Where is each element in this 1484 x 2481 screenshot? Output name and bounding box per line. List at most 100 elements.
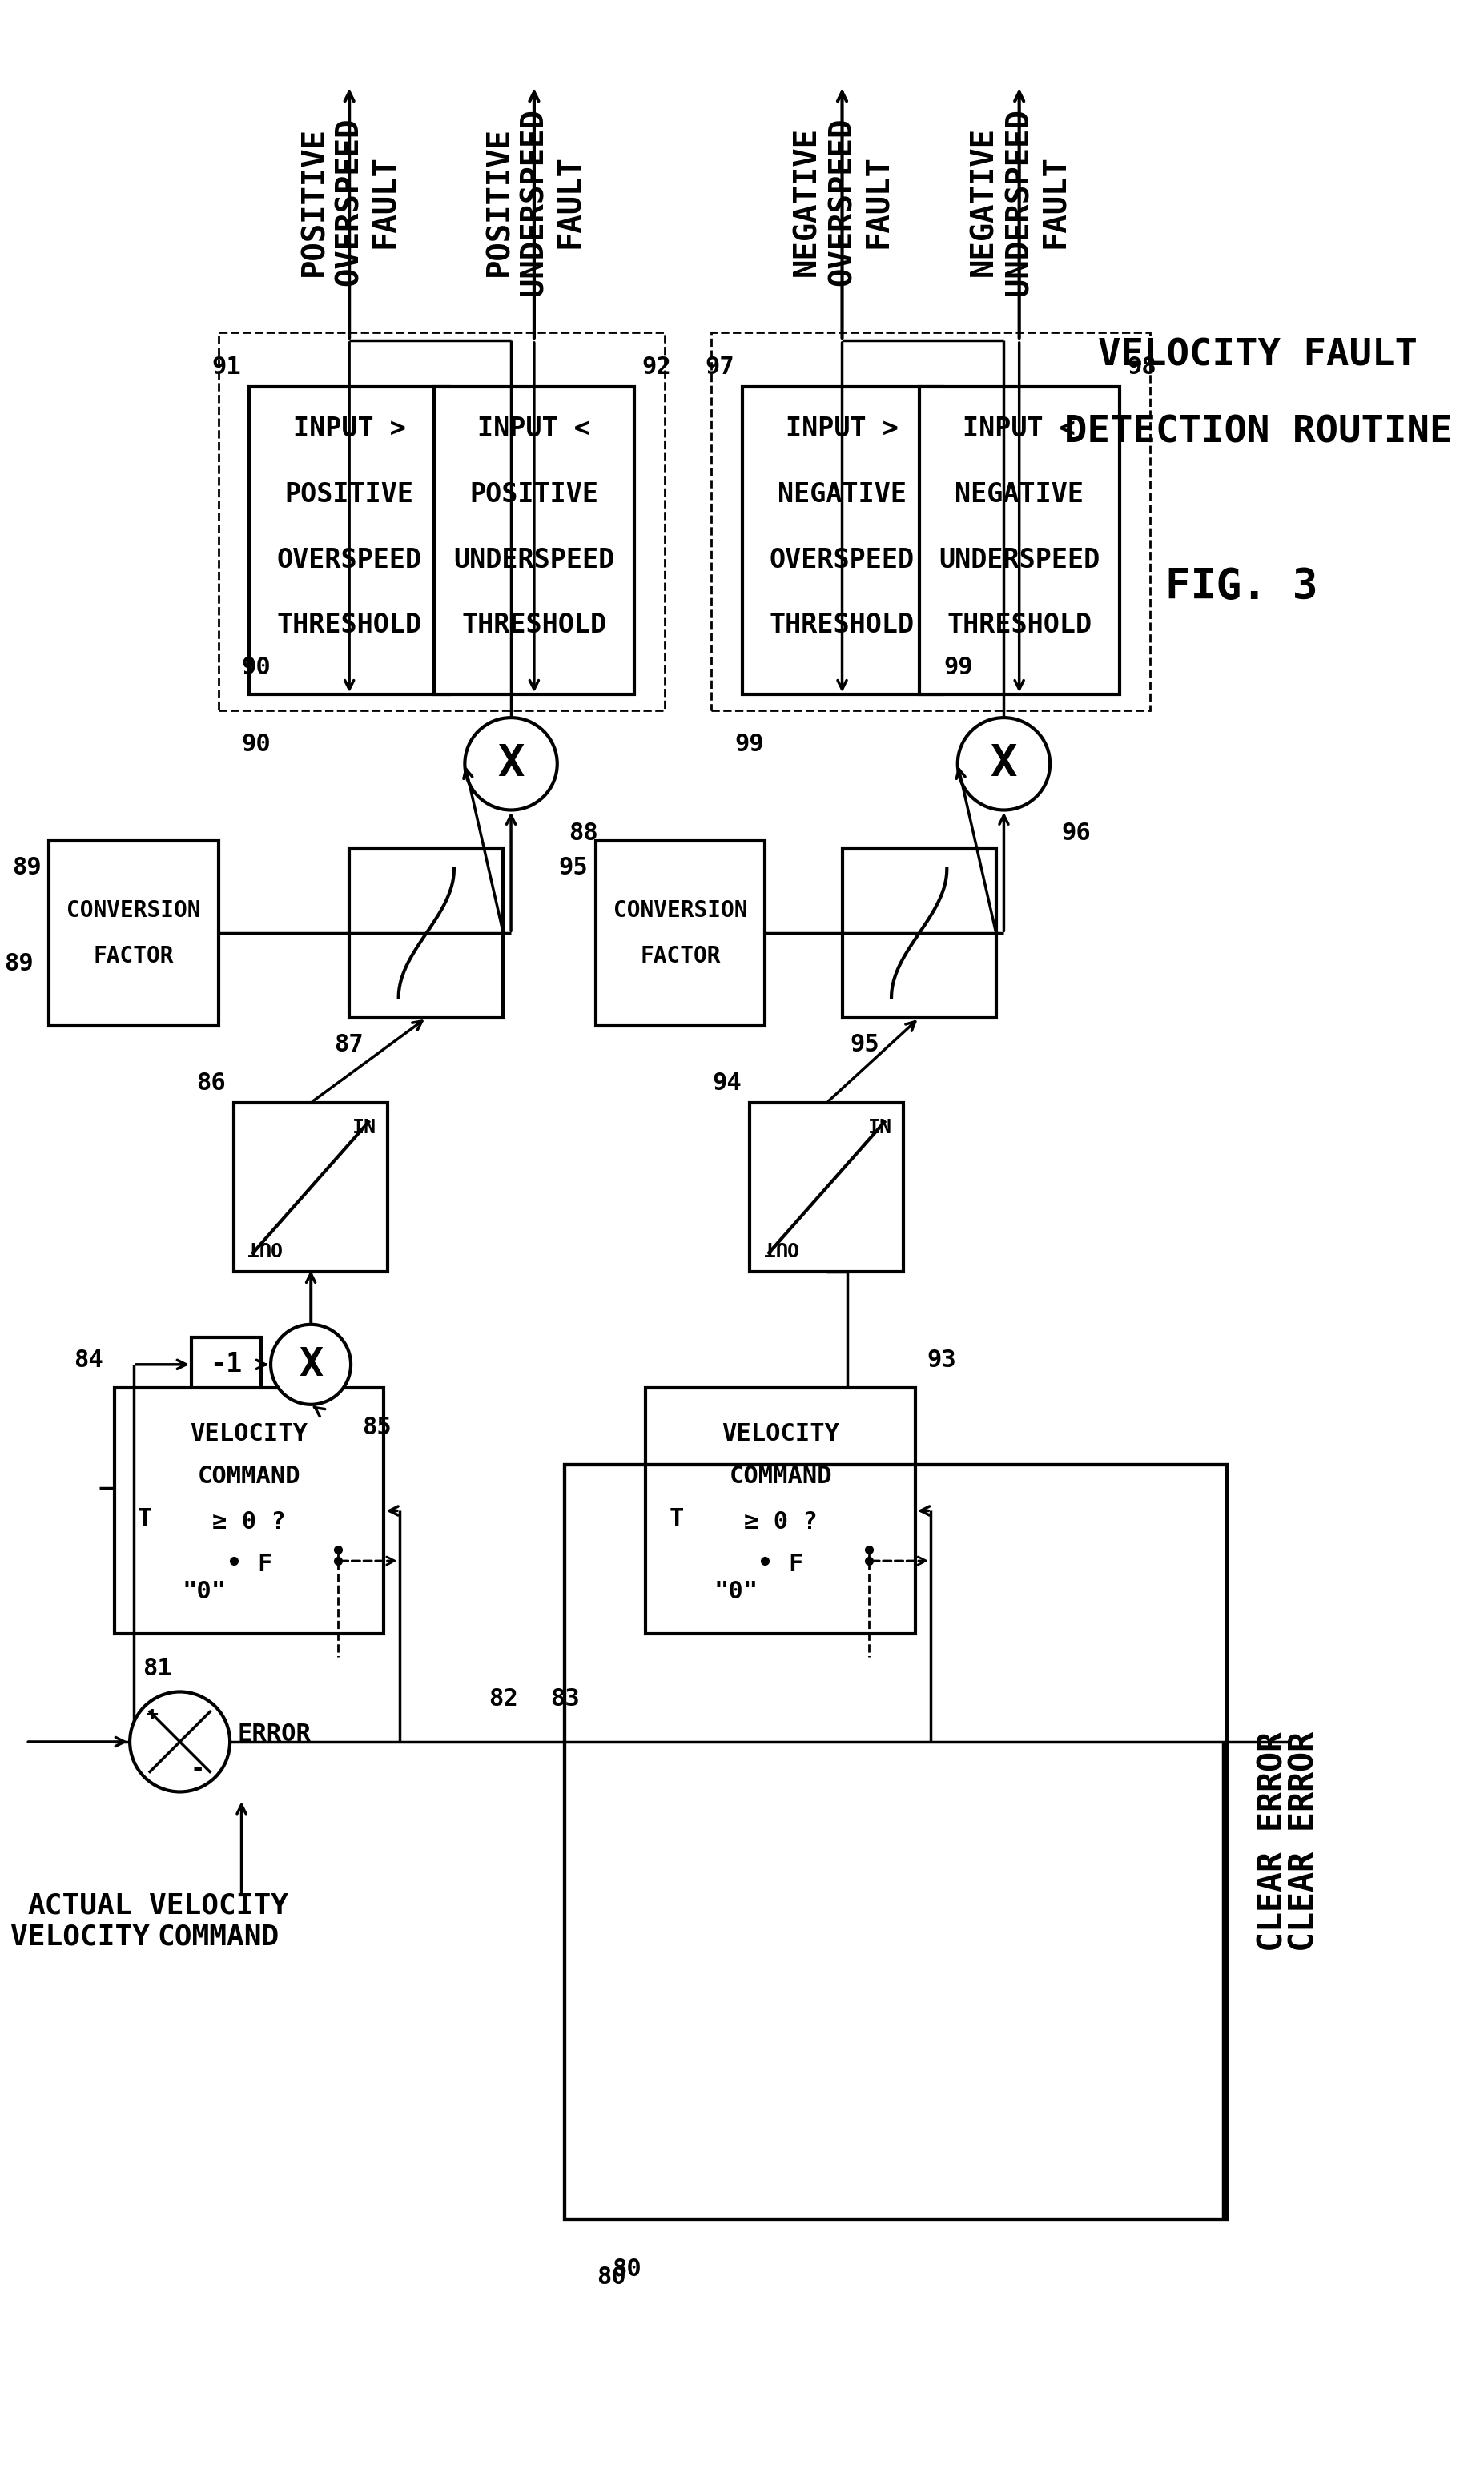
Text: ACTUAL
VELOCITY: ACTUAL VELOCITY bbox=[10, 1893, 150, 1950]
Text: "0": "0" bbox=[183, 1580, 227, 1603]
Text: POSITIVE
UNDERSPEED
FAULT: POSITIVE UNDERSPEED FAULT bbox=[484, 109, 585, 295]
Text: X: X bbox=[990, 742, 1017, 784]
Circle shape bbox=[270, 1325, 350, 1404]
Text: FACTOR: FACTOR bbox=[93, 945, 174, 968]
Bar bbox=[433, 387, 634, 695]
Text: 82: 82 bbox=[488, 1687, 518, 1712]
Text: FACTOR: FACTOR bbox=[640, 945, 721, 968]
Bar bbox=[711, 332, 1150, 710]
Text: CONVERSION: CONVERSION bbox=[67, 898, 200, 920]
Text: 83: 83 bbox=[551, 1687, 580, 1712]
Text: ≥ 0 ?: ≥ 0 ? bbox=[743, 1511, 818, 1533]
Text: 87: 87 bbox=[334, 1032, 364, 1057]
Text: CLEAR ERROR: CLEAR ERROR bbox=[1257, 1732, 1290, 1953]
Bar bbox=[595, 841, 766, 1025]
Text: VELOCITY: VELOCITY bbox=[190, 1422, 309, 1446]
Text: F: F bbox=[257, 1553, 272, 1575]
Text: 89: 89 bbox=[4, 953, 34, 975]
Text: 90: 90 bbox=[242, 655, 272, 680]
Bar bbox=[749, 1102, 904, 1273]
Bar bbox=[191, 1337, 261, 1392]
Bar bbox=[919, 387, 1119, 695]
Text: NEGATIVE
UNDERSPEED
FAULT: NEGATIVE UNDERSPEED FAULT bbox=[969, 109, 1070, 295]
Text: INPUT <: INPUT < bbox=[478, 417, 591, 442]
Text: NEGATIVE
OVERSPEED
FAULT: NEGATIVE OVERSPEED FAULT bbox=[791, 117, 892, 285]
Text: X: X bbox=[497, 742, 524, 784]
Text: ERROR: ERROR bbox=[237, 1722, 312, 1747]
Text: VELOCITY: VELOCITY bbox=[721, 1422, 840, 1446]
Text: T: T bbox=[669, 1506, 684, 1531]
Text: ≥ 0 ?: ≥ 0 ? bbox=[212, 1511, 286, 1533]
Text: VELOCITY FAULT: VELOCITY FAULT bbox=[1098, 337, 1417, 375]
Text: 97: 97 bbox=[705, 355, 735, 380]
Text: 80: 80 bbox=[597, 2265, 626, 2287]
Text: -: - bbox=[190, 1757, 205, 1781]
Bar bbox=[234, 1102, 387, 1273]
Text: POSITIVE
OVERSPEED
FAULT: POSITIVE OVERSPEED FAULT bbox=[298, 117, 399, 285]
Text: 91: 91 bbox=[212, 355, 242, 380]
Bar bbox=[114, 1387, 384, 1635]
Text: 85: 85 bbox=[362, 1417, 392, 1439]
Text: INPUT >: INPUT > bbox=[292, 417, 405, 442]
Bar bbox=[742, 387, 942, 695]
Text: CONVERSION: CONVERSION bbox=[613, 898, 748, 920]
Text: CLEAR ERROR: CLEAR ERROR bbox=[1287, 1732, 1321, 1953]
Bar bbox=[565, 1464, 1227, 2218]
Text: FIG. 3: FIG. 3 bbox=[1165, 566, 1318, 608]
Text: 99: 99 bbox=[944, 655, 974, 680]
Text: POSITIVE: POSITIVE bbox=[285, 481, 414, 509]
Text: "0": "0" bbox=[714, 1580, 758, 1603]
Text: DETECTION ROUTINE: DETECTION ROUTINE bbox=[1064, 414, 1451, 452]
Text: 94: 94 bbox=[712, 1072, 742, 1094]
Text: INPUT <: INPUT < bbox=[963, 417, 1076, 442]
Circle shape bbox=[129, 1692, 230, 1791]
Bar bbox=[249, 387, 450, 695]
Bar bbox=[218, 332, 665, 710]
Text: VELOCITY
COMMAND: VELOCITY COMMAND bbox=[148, 1893, 288, 1950]
Text: F: F bbox=[788, 1553, 803, 1575]
Text: 90: 90 bbox=[242, 732, 272, 757]
Text: X: X bbox=[298, 1345, 324, 1384]
Text: IN: IN bbox=[352, 1119, 377, 1136]
Text: COMMAND: COMMAND bbox=[729, 1464, 833, 1489]
Text: NEGATIVE: NEGATIVE bbox=[778, 481, 907, 509]
Text: POSITIVE: POSITIVE bbox=[469, 481, 598, 509]
Text: INPUT >: INPUT > bbox=[785, 417, 898, 442]
Text: THRESHOLD: THRESHOLD bbox=[770, 613, 914, 638]
Text: OUT: OUT bbox=[761, 1238, 797, 1258]
Text: COMMAND: COMMAND bbox=[197, 1464, 301, 1489]
Text: THRESHOLD: THRESHOLD bbox=[462, 613, 607, 638]
Text: 98: 98 bbox=[1126, 355, 1156, 380]
Text: T: T bbox=[138, 1506, 153, 1531]
Bar bbox=[565, 1464, 1227, 2218]
Bar bbox=[841, 849, 996, 1017]
Circle shape bbox=[957, 717, 1051, 811]
Text: 88: 88 bbox=[568, 821, 598, 846]
Bar bbox=[49, 841, 218, 1025]
Text: -1: -1 bbox=[209, 1352, 242, 1377]
Bar bbox=[646, 1387, 916, 1635]
Text: NEGATIVE: NEGATIVE bbox=[954, 481, 1083, 509]
Circle shape bbox=[464, 717, 556, 811]
Text: 95: 95 bbox=[558, 856, 588, 878]
Text: THRESHOLD: THRESHOLD bbox=[276, 613, 421, 638]
Bar bbox=[349, 849, 503, 1017]
Text: UNDERSPEED: UNDERSPEED bbox=[454, 546, 614, 573]
Text: UNDERSPEED: UNDERSPEED bbox=[939, 546, 1100, 573]
Text: 89: 89 bbox=[12, 856, 42, 878]
Text: +: + bbox=[147, 1704, 159, 1724]
Text: 81: 81 bbox=[142, 1657, 172, 1680]
Text: THRESHOLD: THRESHOLD bbox=[947, 613, 1092, 638]
Text: 95: 95 bbox=[850, 1032, 879, 1057]
Text: OUT: OUT bbox=[245, 1238, 282, 1258]
Text: 92: 92 bbox=[643, 355, 671, 380]
Text: 86: 86 bbox=[197, 1072, 226, 1094]
Text: OVERSPEED: OVERSPEED bbox=[770, 546, 914, 573]
Text: 84: 84 bbox=[73, 1350, 102, 1372]
Text: IN: IN bbox=[868, 1119, 892, 1136]
Text: 80: 80 bbox=[611, 2258, 641, 2280]
Text: OVERSPEED: OVERSPEED bbox=[276, 546, 421, 573]
Text: 93: 93 bbox=[928, 1350, 956, 1372]
Text: 96: 96 bbox=[1061, 821, 1091, 846]
Text: 99: 99 bbox=[735, 732, 764, 757]
